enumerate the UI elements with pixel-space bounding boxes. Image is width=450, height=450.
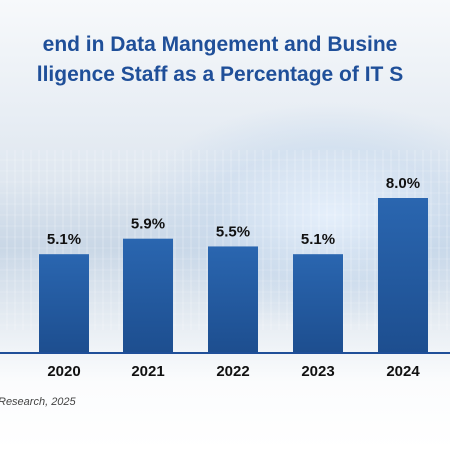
bar-2023	[293, 254, 343, 353]
data-label-2022: 5.5%	[216, 223, 250, 240]
x-tick-label-2024: 2024	[386, 363, 420, 380]
chart-title-line-1: end in Data Mangement and Busine	[42, 33, 398, 56]
chart-title-line-2: lligence Staff as a Percentage of IT S	[36, 63, 404, 86]
bar-2024	[378, 198, 428, 353]
x-tick-label-2020: 2020	[47, 363, 80, 380]
bar-2021	[123, 238, 173, 353]
data-label-2024: 8.0%	[386, 175, 420, 192]
source-note: Research, 2025	[0, 396, 76, 408]
chart-title: end in Data Mangement and Busine lligenc…	[0, 30, 450, 90]
x-tick-label-2021: 2021	[131, 363, 164, 380]
data-label-2020: 5.1%	[47, 231, 81, 248]
x-tick-label-2023: 2023	[301, 363, 334, 380]
x-tick-label-2022: 2022	[216, 363, 249, 380]
data-label-2021: 5.9%	[131, 216, 165, 233]
bar-2020	[39, 254, 89, 353]
bar-2022	[208, 246, 258, 353]
data-label-2023: 5.1%	[301, 231, 335, 248]
